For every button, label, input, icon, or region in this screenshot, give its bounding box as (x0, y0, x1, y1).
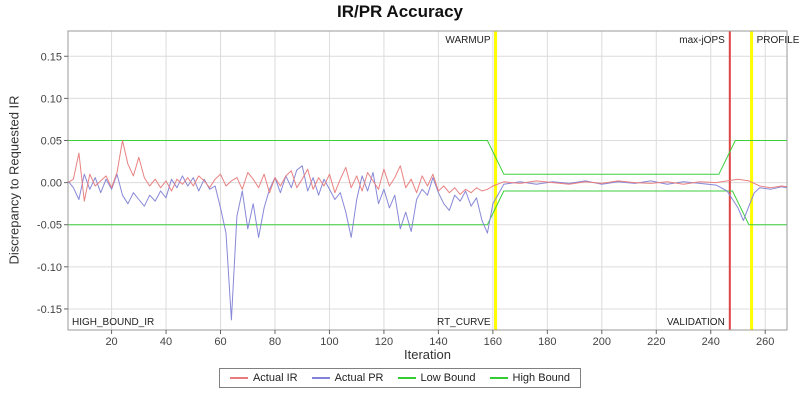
x-tick-label: 100 (320, 336, 338, 348)
x-tick-label: 200 (593, 336, 611, 348)
y-tick-label: -0.05 (37, 220, 62, 232)
series-line-actual-pr (68, 165, 787, 321)
corner-label-high-bound-ir: HIGH_BOUND_IR (72, 317, 154, 328)
y-tick-label: 0.10 (41, 93, 62, 105)
y-tick-label: 0.05 (41, 135, 62, 147)
legend-swatch-icon (397, 377, 416, 379)
x-tick-label: 180 (538, 336, 556, 348)
legend-item-actual-ir: Actual IR (229, 372, 298, 384)
legend-label: Low Bound (420, 372, 476, 384)
x-tick-label: 240 (702, 336, 720, 348)
legend-label: Actual IR (252, 372, 298, 384)
series-line-high-bound (68, 140, 787, 175)
x-tick-label: 220 (647, 336, 665, 348)
y-tick-label: 0.15 (41, 51, 62, 63)
x-tick-label: 80 (269, 336, 281, 348)
legend-item-actual-pr: Actual PR (311, 372, 384, 384)
legend-swatch-icon (229, 377, 248, 379)
marker-label-bottom: VALIDATION (667, 317, 725, 328)
legend-box: Actual IR Actual PR Low Bound High Bound (218, 368, 582, 388)
series-line-low-bound (68, 190, 787, 226)
x-tick-label: 160 (484, 336, 502, 348)
legend-swatch-icon (489, 377, 508, 379)
marker-label-top: WARMUP (445, 35, 491, 46)
x-tick-label: 60 (214, 336, 226, 348)
legend-swatch-icon (311, 377, 330, 379)
legend-label: High Bound (512, 372, 571, 384)
x-tick-label: 140 (429, 336, 447, 348)
chart-legend: Actual IR Actual PR Low Bound High Bound (0, 368, 800, 388)
legend-label: Actual PR (334, 372, 384, 384)
series-line-actual-ir (68, 140, 787, 202)
y-tick-label: 0.00 (41, 178, 62, 190)
legend-item-low-bound: Low Bound (397, 372, 476, 384)
marker-label-top: max-jOPS (679, 35, 725, 46)
marker-label-bottom: RT_CURVE (437, 317, 491, 328)
legend-item-high-bound: High Bound (489, 372, 571, 384)
x-axis-label: Iteration (404, 347, 451, 362)
plot-border (67, 30, 788, 331)
x-tick-label: 260 (756, 336, 774, 348)
chart-title: IR/PR Accuracy (337, 2, 463, 21)
marker-label-top: PROFILE (757, 35, 800, 46)
x-tick-label: 40 (160, 336, 172, 348)
y-tick-label: -0.10 (37, 262, 62, 274)
x-tick-label: 120 (375, 336, 393, 348)
x-tick-label: 20 (105, 336, 117, 348)
series-group (68, 140, 787, 321)
y-tick-label: -0.15 (37, 304, 62, 316)
